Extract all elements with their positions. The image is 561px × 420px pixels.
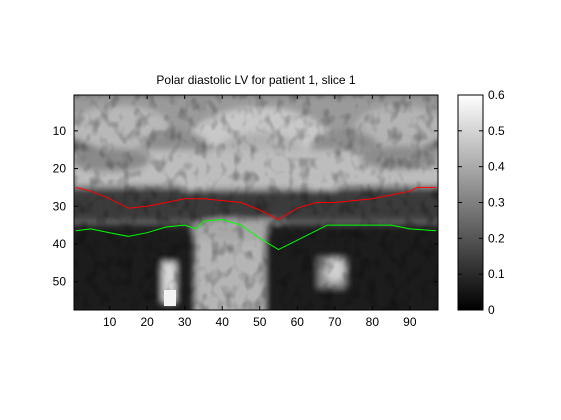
colorbar-tick-label: 0.4 [488, 160, 505, 174]
colorbar-tick-label: 0.2 [488, 231, 505, 245]
chart-title: Polar diastolic LV for patient 1, slice … [156, 73, 356, 87]
contour-layer [75, 186, 437, 251]
y-tick-label: 20 [53, 162, 67, 176]
x-tick-label: 90 [403, 315, 417, 329]
heatmap-image [74, 95, 438, 310]
colorbar-axis: 0 0.1 0.2 0.3 0.4 0.5 0.6 [458, 88, 505, 317]
colorbar-tick-label: 0 [488, 303, 495, 317]
colorbar-tick-label: 0.6 [488, 88, 505, 102]
x-tick-label: 20 [140, 315, 154, 329]
colorbar [457, 94, 484, 311]
x-tick-label: 50 [253, 315, 267, 329]
x-tick-label: 70 [328, 315, 342, 329]
contour-line-2 [75, 218, 437, 251]
colorbar-tick-label: 0.5 [488, 124, 505, 138]
x-tick-label: 10 [103, 315, 117, 329]
x-tick-label: 80 [366, 315, 380, 329]
x-axis: 10 20 30 40 50 60 70 80 90 [103, 95, 417, 329]
contour-line-1 [75, 186, 437, 221]
y-axis: 10 20 30 40 50 [53, 124, 438, 289]
y-tick-label: 40 [53, 237, 67, 251]
colorbar-tick-label: 0.3 [488, 196, 505, 210]
y-tick-label: 50 [53, 275, 67, 289]
y-tick-label: 30 [53, 199, 67, 213]
x-tick-label: 60 [291, 315, 305, 329]
colorbar-tick-label: 0.1 [488, 267, 505, 281]
y-tick-label: 10 [53, 124, 67, 138]
plot-frame [73, 94, 439, 311]
x-tick-label: 40 [216, 315, 230, 329]
x-tick-label: 30 [178, 315, 192, 329]
